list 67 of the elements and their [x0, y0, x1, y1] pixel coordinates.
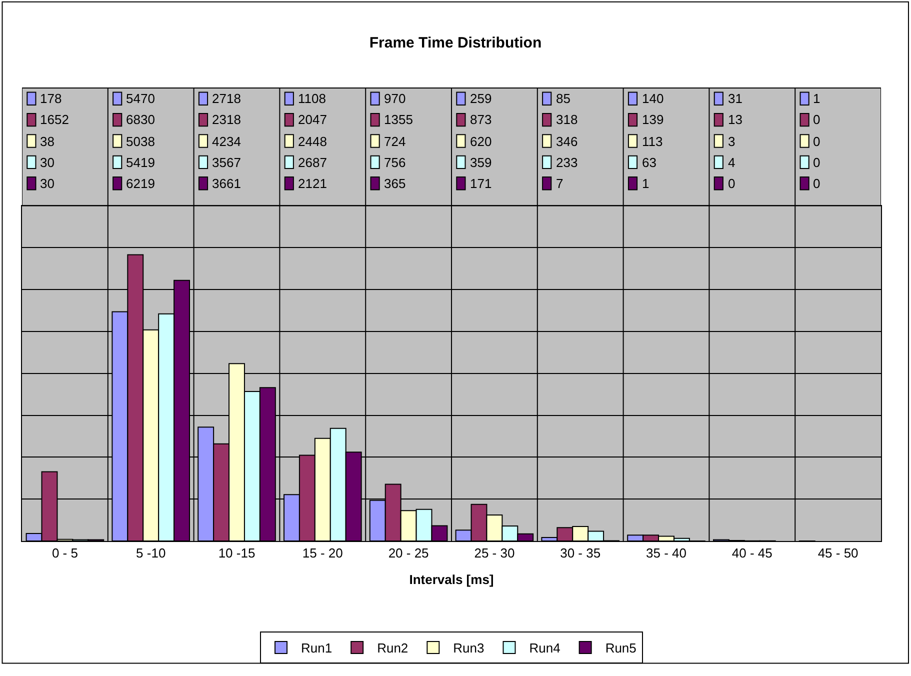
data-label: 318 [556, 112, 578, 127]
data-label: 6219 [126, 176, 155, 191]
data-label: 1 [642, 176, 650, 191]
data-label: 1652 [40, 112, 69, 127]
legend-label: Run5 [605, 640, 636, 656]
data-label: 7 [556, 176, 564, 191]
x-tick-label: 5 -10 [136, 546, 166, 561]
data-label: 1108 [298, 91, 326, 106]
data-label: 140 [642, 91, 664, 106]
data-label: 2121 [298, 176, 327, 191]
x-tick-label: 15 - 20 [302, 546, 343, 561]
x-tick-label: 10 -15 [218, 546, 256, 561]
legend-label: Run2 [377, 640, 408, 656]
data-label: 0 [813, 134, 820, 149]
data-label: 346 [556, 134, 578, 149]
data-label: 30 [40, 176, 54, 191]
data-label: 13 [728, 112, 742, 127]
data-label: 359 [470, 155, 492, 170]
legend-label: Run1 [301, 640, 332, 656]
data-label: 756 [384, 155, 406, 170]
legend-label: Run3 [453, 640, 484, 656]
data-label: 171 [470, 176, 492, 191]
data-label: 31 [728, 91, 742, 106]
x-tick-label: 40 - 45 [732, 546, 772, 561]
legend-label: Run4 [529, 640, 560, 656]
data-label: 0 [813, 112, 820, 127]
data-label: 0 [813, 155, 820, 170]
data-label: 259 [470, 91, 492, 106]
data-label: 4234 [212, 134, 241, 149]
x-tick-label: 0 - 5 [52, 546, 78, 561]
data-label: 30 [40, 155, 54, 170]
data-label: 63 [642, 155, 656, 170]
data-label: 365 [384, 176, 406, 191]
data-label: 620 [470, 134, 492, 149]
data-label: 2448 [298, 134, 327, 149]
x-tick-label: 35 - 40 [646, 546, 686, 561]
x-axis-title: Intervals [ms] [409, 572, 494, 588]
data-label: 5470 [126, 91, 155, 106]
data-label: 139 [642, 112, 664, 127]
data-label: 233 [556, 155, 578, 170]
data-label: 1355 [384, 112, 413, 127]
x-tick-label: 30 - 35 [560, 546, 601, 561]
data-label: 970 [384, 91, 406, 106]
data-label: 3 [728, 134, 736, 149]
data-label: 2718 [212, 91, 241, 106]
data-label: 873 [470, 112, 492, 127]
data-label: 1 [813, 91, 820, 106]
data-label: 724 [384, 134, 406, 149]
data-label: 4 [728, 155, 736, 170]
data-label: 6830 [126, 112, 155, 127]
data-label: 38 [40, 134, 54, 149]
data-label: 3567 [212, 155, 241, 170]
data-label: 113 [642, 134, 663, 149]
data-label: 2687 [298, 155, 327, 170]
x-tick-label: 20 - 25 [388, 546, 429, 561]
data-label: 3661 [212, 176, 241, 191]
x-tick-label: 45 - 50 [818, 546, 858, 561]
data-label: 2047 [298, 112, 327, 127]
data-label: 2318 [212, 112, 241, 127]
x-tick-label: 25 - 30 [474, 546, 515, 561]
data-label: 178 [40, 91, 62, 106]
data-label: 0 [728, 176, 736, 191]
data-label: 85 [556, 91, 570, 106]
data-label: 5038 [126, 134, 155, 149]
data-label: 5419 [126, 155, 155, 170]
chart-title: Frame Time Distribution [369, 34, 542, 52]
data-label: 0 [813, 176, 820, 191]
